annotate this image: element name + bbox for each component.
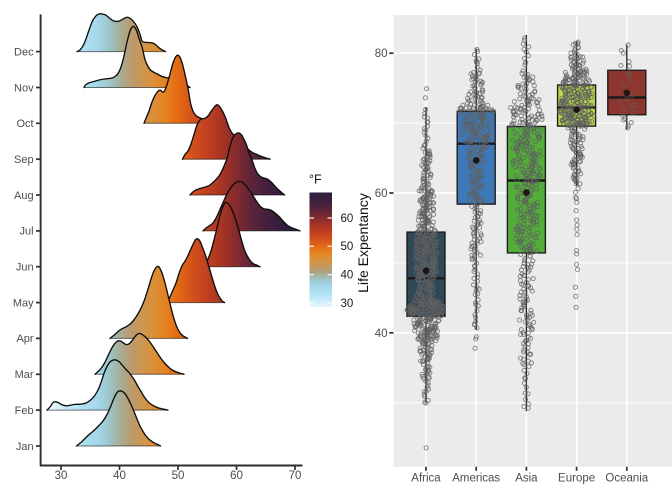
- svg-text:70: 70: [289, 470, 302, 482]
- svg-text:40: 40: [113, 470, 126, 482]
- svg-text:50: 50: [341, 241, 354, 253]
- svg-text:Americas: Americas: [452, 472, 500, 484]
- svg-text:80: 80: [375, 48, 388, 60]
- svg-text:Dec: Dec: [14, 46, 34, 58]
- svg-text:May: May: [13, 297, 34, 309]
- svg-text:30: 30: [55, 470, 68, 482]
- svg-text:Europe: Europe: [558, 472, 595, 484]
- svg-text:Jul: Jul: [20, 226, 34, 238]
- svg-text:Oceania: Oceania: [605, 472, 648, 484]
- svg-text:40: 40: [341, 270, 354, 282]
- svg-text:50: 50: [172, 470, 185, 482]
- svg-text:Aug: Aug: [14, 190, 34, 202]
- svg-text:Nov: Nov: [14, 82, 34, 94]
- svg-text:Asia: Asia: [515, 472, 538, 484]
- svg-text:60: 60: [341, 213, 354, 225]
- svg-text:40: 40: [375, 328, 388, 340]
- svg-text:60: 60: [230, 470, 243, 482]
- svg-text:60: 60: [375, 188, 388, 200]
- svg-text:Apr: Apr: [16, 333, 33, 345]
- svg-text:Jan: Jan: [16, 441, 34, 453]
- svg-text:Feb: Feb: [15, 405, 34, 417]
- svg-text:Africa: Africa: [411, 472, 441, 484]
- svg-text:Sep: Sep: [14, 154, 34, 166]
- svg-text:Jun: Jun: [16, 262, 34, 274]
- svg-text:Life Expentancy: Life Expentancy: [355, 193, 371, 293]
- svg-text:Mar: Mar: [15, 369, 34, 381]
- svg-text:Oct: Oct: [16, 118, 33, 130]
- svg-text:°F: °F: [309, 173, 322, 187]
- svg-text:30: 30: [341, 298, 354, 310]
